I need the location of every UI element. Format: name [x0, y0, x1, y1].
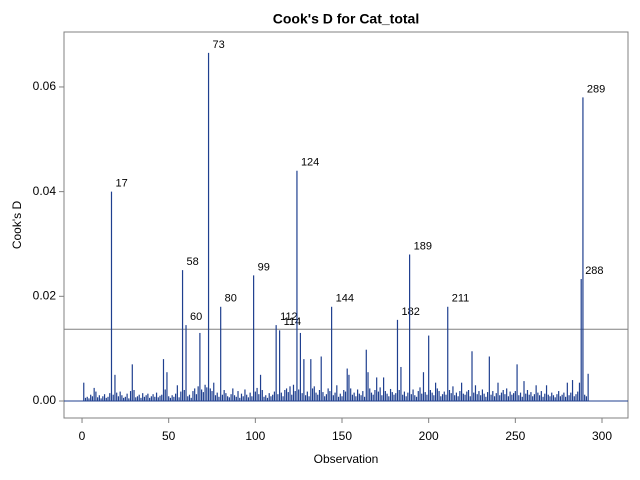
point-label: 288: [585, 265, 603, 277]
y-axis-label: Cook's D: [10, 201, 24, 250]
x-tick-label: 50: [162, 429, 176, 443]
chart-title: Cook's D for Cat_total: [273, 11, 419, 27]
x-tick-label: 250: [505, 429, 525, 443]
point-label: 114: [284, 316, 302, 328]
point-label: 144: [336, 293, 354, 305]
point-label: 182: [401, 306, 419, 318]
x-tick-label: 100: [245, 429, 265, 443]
point-label: 99: [258, 261, 270, 273]
point-label: 60: [190, 311, 202, 323]
x-tick-label: 0: [79, 429, 86, 443]
point-label: 17: [115, 178, 127, 190]
y-tick-label: 0.02: [33, 288, 57, 302]
x-tick-label: 150: [332, 429, 352, 443]
plot-frame: [63, 31, 629, 419]
y-tick-label: 0.04: [33, 184, 57, 198]
point-label: 289: [587, 83, 605, 95]
x-axis-label: Observation: [314, 452, 379, 466]
x-tick-label: 300: [592, 429, 612, 443]
point-label: 124: [301, 157, 319, 169]
x-tick-label: 200: [419, 429, 439, 443]
point-label: 211: [452, 293, 470, 305]
y-tick-label: 0.00: [33, 393, 57, 407]
point-label: 58: [187, 256, 199, 268]
y-tick-label: 0.06: [33, 79, 57, 93]
point-label: 189: [414, 240, 432, 252]
point-label: 73: [213, 39, 225, 51]
point-label: 112: [280, 311, 298, 323]
point-label: 80: [225, 293, 237, 305]
